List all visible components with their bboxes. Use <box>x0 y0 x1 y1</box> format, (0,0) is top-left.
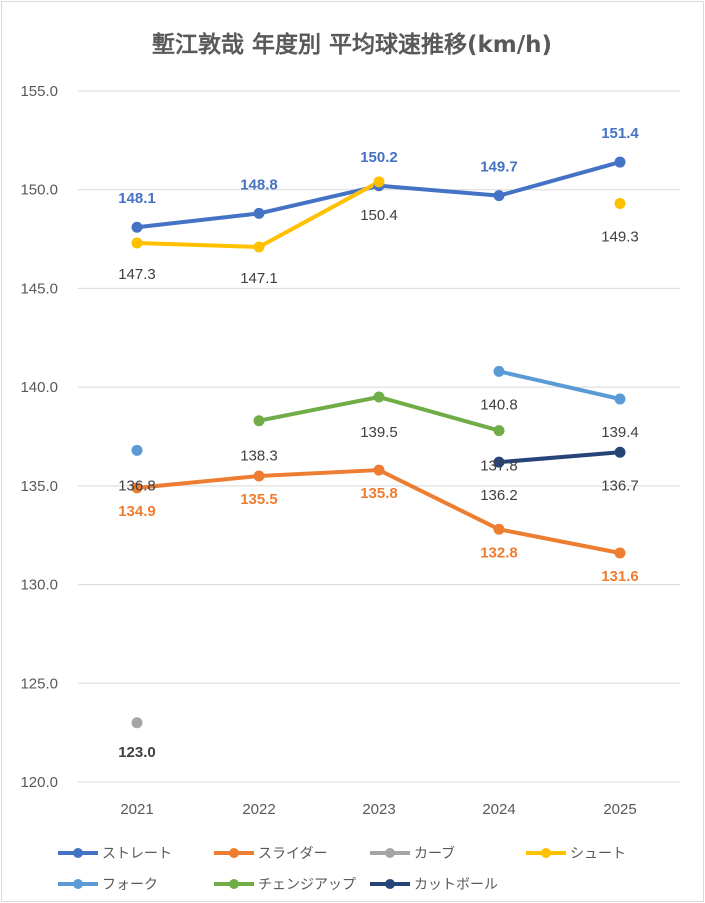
x-tick-label: 2021 <box>120 801 153 818</box>
legend-marker <box>73 848 83 858</box>
series-points <box>131 156 626 729</box>
chart-title: 塹江敦哉 年度別 平均球速推移(km/h) <box>152 31 552 58</box>
data-point <box>614 198 626 210</box>
data-point <box>253 470 265 482</box>
legend-marker <box>73 879 83 889</box>
x-axis: 2021 2022 2023 2024 2025 <box>120 801 636 818</box>
series-line <box>497 450 622 465</box>
data-point <box>614 446 626 458</box>
legend-label: ストレート <box>102 846 172 862</box>
data-label: 137.8 <box>480 458 518 475</box>
data-label: 138.3 <box>240 448 278 465</box>
data-label: 149.3 <box>601 229 639 246</box>
data-point <box>493 425 505 437</box>
y-tick-label: 145.0 <box>20 280 58 297</box>
y-tick-label: 120.0 <box>20 774 58 791</box>
x-tick-label: 2025 <box>603 801 636 818</box>
legend-marker <box>385 848 395 858</box>
data-label: 134.9 <box>118 503 156 520</box>
legend-item: シュート <box>526 846 626 862</box>
data-point <box>131 482 143 494</box>
data-point <box>253 415 265 427</box>
legend-marker <box>541 848 551 858</box>
data-point <box>253 207 265 219</box>
data-label: 136.2 <box>480 487 518 504</box>
grid <box>78 90 680 783</box>
series-line <box>135 468 622 555</box>
data-label: 136.8 <box>118 477 156 494</box>
data-label: 150.2 <box>360 149 398 166</box>
data-point <box>614 156 626 168</box>
data-point <box>131 221 143 233</box>
legend-item: スライダー <box>214 846 327 862</box>
legend-label: シュート <box>570 846 626 862</box>
legend-label: カーブ <box>414 845 455 862</box>
data-label: 136.7 <box>601 477 639 494</box>
data-label: 131.6 <box>601 568 639 585</box>
data-point <box>131 237 143 249</box>
legend-marker <box>385 879 395 889</box>
data-label: 135.8 <box>360 485 398 502</box>
legend-label: スライダー <box>258 846 327 862</box>
data-label: 139.5 <box>360 424 398 441</box>
x-tick-label: 2023 <box>362 801 395 818</box>
data-label: 135.5 <box>240 491 278 508</box>
legend-marker <box>229 879 239 889</box>
data-point <box>373 391 385 403</box>
data-point <box>493 456 505 468</box>
data-label: 139.4 <box>601 424 639 441</box>
data-label: 123.0 <box>118 744 156 761</box>
legend-item: フォーク <box>58 877 158 893</box>
y-tick-label: 150.0 <box>20 182 58 199</box>
data-point <box>131 444 143 456</box>
y-tick-label: 125.0 <box>20 675 58 692</box>
data-labels: 148.1 148.8 150.2 149.7 151.4 134.9 135.5 135.8… <box>118 125 639 761</box>
data-point <box>493 190 505 202</box>
data-label: 148.1 <box>118 190 156 207</box>
data-label: 147.1 <box>240 270 278 287</box>
legend-item: ストレート <box>58 846 172 862</box>
x-tick-label: 2024 <box>482 801 515 818</box>
legend-label: カットボール <box>414 877 498 893</box>
data-label: 132.8 <box>480 544 518 561</box>
legend-item: チェンジアップ <box>214 877 356 893</box>
data-label: 148.8 <box>240 176 278 193</box>
data-label: 150.4 <box>360 207 398 224</box>
x-tick-label: 2022 <box>242 801 275 818</box>
data-label: 149.7 <box>480 159 518 176</box>
data-point <box>373 464 385 476</box>
data-point <box>614 393 626 405</box>
data-point <box>493 365 505 377</box>
legend-label: フォーク <box>102 877 158 893</box>
data-point <box>131 717 143 729</box>
y-tick-label: 155.0 <box>20 83 58 100</box>
y-tick-label: 135.0 <box>20 478 58 495</box>
data-label: 151.4 <box>601 125 639 142</box>
y-tick-label: 130.0 <box>20 577 58 594</box>
data-point <box>373 176 385 188</box>
legend-item: カーブ <box>370 845 455 862</box>
series-line <box>497 369 622 401</box>
data-point <box>253 241 265 253</box>
y-tick-label: 140.0 <box>20 379 58 396</box>
y-axis: 120.0 125.0 130.0 135.0 140.0 145.0 150.0 155.0 <box>20 83 58 791</box>
data-point <box>614 547 626 559</box>
legend-item: カットボール <box>370 877 498 893</box>
legend-label: チェンジアップ <box>258 877 356 893</box>
data-label: 140.8 <box>480 396 518 413</box>
legend-marker <box>229 848 239 858</box>
data-label: 147.3 <box>118 266 156 283</box>
data-point <box>493 523 505 535</box>
